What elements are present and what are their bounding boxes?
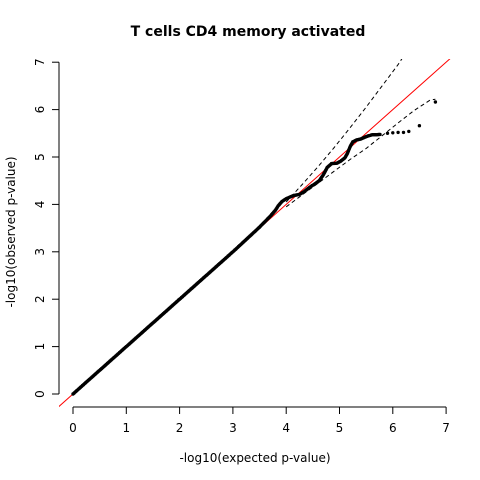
x-axis-label: -log10(expected p-value) xyxy=(179,451,330,465)
y-tick-label: 3 xyxy=(33,248,47,256)
x-tick-label: 2 xyxy=(176,421,184,435)
data-point xyxy=(417,124,422,128)
y-tick-label: 1 xyxy=(33,343,47,351)
y-tick-label: 0 xyxy=(33,390,47,398)
x-tick-label: 3 xyxy=(229,421,237,435)
y-tick-label: 7 xyxy=(33,58,47,66)
y-tick-label: 6 xyxy=(33,106,47,114)
data-points xyxy=(71,100,438,396)
x-tick-label: 7 xyxy=(442,421,450,435)
data-point xyxy=(378,132,382,137)
reference-line-group xyxy=(59,59,451,407)
ci-upper-line xyxy=(285,59,403,203)
data-point xyxy=(407,129,411,134)
ci-lower-line xyxy=(285,98,436,208)
data-point xyxy=(433,100,438,104)
data-point xyxy=(401,130,406,135)
x-tick-label: 0 xyxy=(69,421,77,435)
y-tick-label: 2 xyxy=(33,295,47,303)
y-tick-label: 5 xyxy=(33,153,47,161)
data-point xyxy=(391,131,395,135)
chart-title: T cells CD4 memory activated xyxy=(131,24,366,40)
y-tick-label: 4 xyxy=(33,201,47,209)
x-tick-label: 1 xyxy=(122,421,130,435)
reference-line xyxy=(59,59,451,407)
x-tick-label: 5 xyxy=(336,421,344,435)
data-point xyxy=(385,131,390,135)
x-tick-label: 6 xyxy=(389,421,397,435)
data-point xyxy=(396,130,400,135)
confidence-band xyxy=(285,59,436,208)
y-axis-label: -log10(observed p-value) xyxy=(4,156,18,307)
x-tick-label: 4 xyxy=(282,421,290,435)
axes: 0 1 2 3 4 5 6 7 0 1 2 3 4 5 6 7 xyxy=(33,58,450,435)
